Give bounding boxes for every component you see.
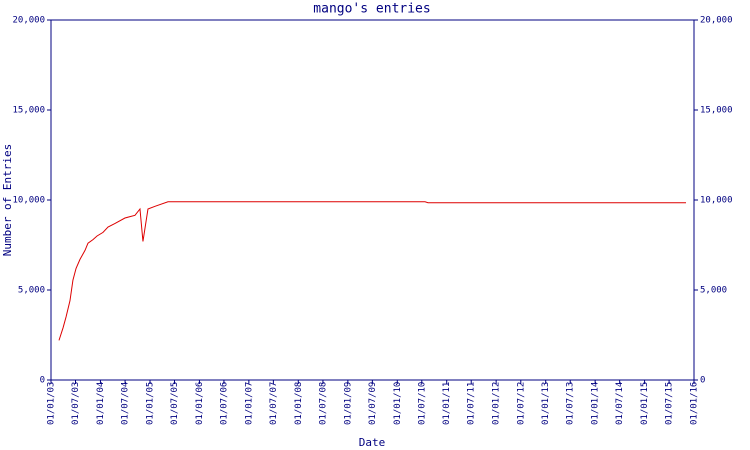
x-tick-label: 01/07/04	[121, 382, 131, 425]
x-tick-label: 01/01/04	[96, 382, 106, 425]
plot-frame	[50, 19, 695, 381]
x-tick-label: 01/01/12	[492, 382, 502, 425]
x-tick-label: 01/01/14	[591, 382, 601, 425]
x-tick-label: 01/01/16	[690, 382, 700, 425]
y2-tick-label: 5,000	[700, 286, 727, 296]
x-tick-label: 01/07/12	[516, 382, 526, 425]
x-tick-label: 01/07/10	[417, 382, 427, 425]
x-tick-label: 01/01/03	[47, 382, 57, 425]
x-tick-label: 01/07/06	[219, 382, 229, 425]
x-tick-label: 01/07/09	[368, 382, 378, 425]
x-tick-label: 01/01/10	[393, 382, 403, 425]
x-tick-label: 01/07/08	[318, 382, 328, 425]
y-tick-label: 10,000	[12, 196, 45, 206]
y-axis-label: Number of Entries	[1, 144, 14, 257]
x-tick-label: 01/07/05	[170, 382, 180, 425]
data-line	[58, 201, 687, 341]
x-tick-label: 01/01/15	[640, 382, 650, 425]
x-tick-label: 01/07/11	[467, 382, 477, 425]
x-tick-label: 01/01/08	[294, 382, 304, 425]
x-tick-label: 01/01/13	[541, 382, 551, 425]
x-tick-label: 01/01/06	[195, 382, 205, 425]
x-tick-label: 01/07/07	[269, 382, 279, 425]
x-tick-label: 01/01/05	[145, 382, 155, 425]
y2-tick-label: 20,000	[700, 16, 733, 26]
x-tick-label: 01/01/07	[244, 382, 254, 425]
chart-title: mango's entries	[313, 2, 430, 17]
y-tick-label: 5,000	[18, 286, 45, 296]
x-tick-label: 01/01/09	[343, 382, 353, 425]
x-tick-label: 01/07/14	[615, 382, 625, 425]
y2-tick-label: 0	[700, 376, 705, 386]
x-tick-label: 01/07/13	[566, 382, 576, 425]
x-tick-label: 01/07/15	[665, 382, 675, 425]
y2-tick-label: 10,000	[700, 196, 733, 206]
x-tick-label: 01/07/03	[71, 382, 81, 425]
x-axis-label: Date	[359, 436, 386, 449]
x-tick-label: 01/01/11	[442, 382, 452, 425]
y-tick-label: 0	[40, 376, 45, 386]
y-tick-label: 15,000	[12, 106, 45, 116]
y2-tick-label: 15,000	[700, 106, 733, 116]
y-tick-label: 20,000	[12, 16, 45, 26]
